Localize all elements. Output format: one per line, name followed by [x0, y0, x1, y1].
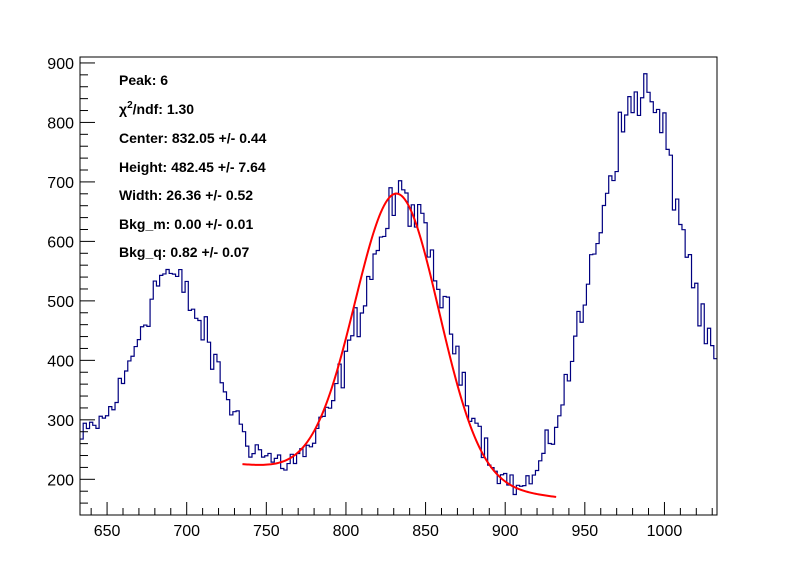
y-tick-label: 200 — [47, 472, 74, 489]
y-axis: 200 300 400 500 600 700 800 900 — [47, 56, 95, 516]
x-tick-label: 900 — [492, 523, 519, 540]
y-tick-label: 800 — [47, 115, 74, 132]
x-tick-label: 700 — [173, 523, 200, 540]
annotation-bkg-q: Bkg_q: 0.82 +/- 0.07 — [119, 244, 250, 260]
y-tick-label: 400 — [47, 353, 74, 370]
annotation-width: Width: 26.36 +/- 0.52 — [119, 187, 253, 203]
x-tick-label: 650 — [94, 523, 121, 540]
annotation-chi2: χ2/ndf: 1.30 — [119, 100, 194, 117]
histogram-line — [80, 73, 717, 496]
x-tick-label: 850 — [412, 523, 439, 540]
plot-frame — [79, 56, 718, 516]
x-axis: 650 700 750 800 850 900 950 1000 — [90, 502, 713, 540]
y-tick-label: 300 — [47, 413, 74, 430]
fit-stats-box: Peak: 6 χ2/ndf: 1.30 Center: 832.05 +/- … — [119, 72, 267, 260]
y-tick-label: 700 — [47, 175, 74, 192]
x-tick-label: 950 — [571, 523, 598, 540]
annotation-height: Height: 482.45 +/- 7.64 — [119, 159, 266, 175]
fit-curve-line — [242, 192, 557, 498]
histogram-series — [80, 73, 717, 496]
x-tick-label: 750 — [253, 523, 280, 540]
x-tick-label: 1000 — [647, 523, 683, 540]
annotation-bkg-m: Bkg_m: 0.00 +/- 0.01 — [119, 216, 253, 232]
y-tick-label: 600 — [47, 234, 74, 251]
fit-curve-series — [242, 192, 557, 498]
y-tick-label: 900 — [47, 56, 74, 73]
x-tick-label: 800 — [333, 523, 360, 540]
y-tick-label: 500 — [47, 294, 74, 311]
annotation-peak: Peak: 6 — [119, 72, 168, 88]
annotation-center: Center: 832.05 +/- 0.44 — [119, 130, 267, 146]
